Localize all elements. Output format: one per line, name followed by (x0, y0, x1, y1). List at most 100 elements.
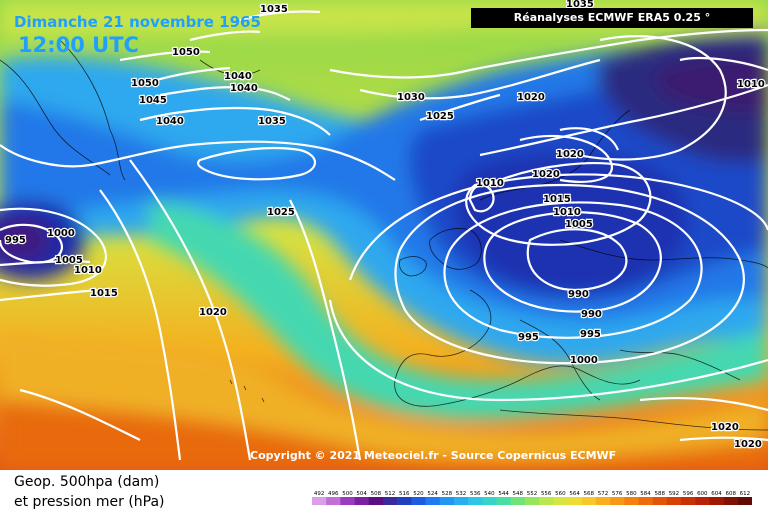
scale-tick-label: 608 (725, 491, 736, 497)
scale-swatch (397, 497, 412, 505)
pressure-label: 1040 (156, 116, 184, 127)
pressure-label: 1010 (737, 79, 765, 90)
pressure-label: 995 (518, 332, 539, 343)
pressure-label: 1010 (74, 265, 102, 276)
scale-tick-label: 504 (356, 491, 367, 497)
pressure-label: 1040 (230, 83, 258, 94)
legend-title-line1: Geop. 500hpa (dam) (14, 474, 160, 490)
scale-swatch (468, 497, 483, 505)
scale-tick-label: 500 (342, 491, 353, 497)
pressure-label: 1020 (517, 92, 545, 103)
scale-swatch (510, 497, 526, 505)
pressure-label: 1020 (556, 149, 584, 160)
scale-swatch (723, 497, 739, 505)
scale-tick-label: 584 (640, 491, 651, 497)
scale-swatch (312, 497, 327, 505)
scale-tick-label: 572 (598, 491, 609, 497)
scale-swatch (624, 497, 639, 505)
scale-swatch (425, 497, 441, 505)
scale-swatch (595, 497, 611, 505)
scale-tick-label: 528 (442, 491, 453, 497)
scale-tick-label: 512 (385, 491, 396, 497)
pressure-label: 1040 (224, 71, 252, 82)
pressure-label: 1020 (734, 439, 762, 450)
scale-tick-label: 564 (569, 491, 580, 497)
scale-swatch (567, 497, 582, 505)
scale-swatch (354, 497, 370, 505)
scale-tick-label: 560 (555, 491, 566, 497)
scale-swatch (666, 497, 682, 505)
scale-swatch (610, 497, 625, 505)
scale-swatch (539, 497, 554, 505)
scale-swatch (368, 497, 384, 505)
scale-tick-label: 516 (399, 491, 410, 497)
pressure-label: 1005 (55, 255, 83, 266)
scale-tick-label: 520 (413, 491, 424, 497)
scale-tick-label: 600 (697, 491, 708, 497)
pressure-label: 1025 (267, 207, 295, 218)
scale-swatch (439, 497, 455, 505)
pressure-label: 1020 (711, 422, 739, 433)
scale-tick-label: 536 (470, 491, 481, 497)
scale-swatch (482, 497, 497, 505)
scale-swatch (524, 497, 540, 505)
scale-tick-label: 568 (584, 491, 595, 497)
pressure-label: 1020 (199, 307, 227, 318)
scale-swatch (496, 497, 512, 505)
scale-swatch (737, 497, 752, 505)
scale-tick-label: 508 (371, 491, 382, 497)
pressure-label: 1015 (90, 288, 118, 299)
scale-tick-label: 592 (669, 491, 680, 497)
scale-swatch (553, 497, 568, 505)
pressure-label: 1050 (172, 47, 200, 58)
pressure-label: 990 (568, 289, 589, 300)
date-label: Dimanche 21 novembre 1965 (14, 13, 261, 31)
scale-swatch (695, 497, 710, 505)
scale-tick-label: 596 (683, 491, 694, 497)
pressure-label: 1045 (139, 95, 167, 106)
source-badge: Réanalyses ECMWF ERA5 0.25 ° (471, 8, 753, 28)
copyright-text: Copyright © 2021 Meteociel.fr - Source C… (250, 449, 617, 462)
scale-swatch (709, 497, 724, 505)
scale-tick-label: 588 (654, 491, 665, 497)
scale-tick-label: 540 (484, 491, 495, 497)
scale-tick-label: 556 (541, 491, 552, 497)
pressure-label: 990 (581, 309, 602, 320)
scale-tick-label: 548 (513, 491, 524, 497)
color-scale: 492 496 500 504 508 512 516 520 524 528 532 536 540 5… (312, 491, 752, 505)
scale-swatch (340, 497, 355, 505)
isobars (0, 10, 768, 461)
scale-tick-label: 532 (456, 491, 467, 497)
weather-map: 1035 1035 1050 1050 1045 1040 1040 1040 … (0, 0, 768, 470)
scale-tick-label: 612 (740, 491, 751, 497)
pressure-label: 1025 (426, 111, 454, 122)
scale-swatch (681, 497, 696, 505)
scale-swatch (326, 497, 341, 505)
scale-swatch (581, 497, 597, 505)
scale-swatch (652, 497, 668, 505)
pressure-label: 995 (5, 235, 26, 246)
scale-swatch (638, 497, 653, 505)
pressure-label: 1010 (476, 178, 504, 189)
pressure-labels: 1035 1035 1050 1050 1045 1040 1040 1040 … (4, 0, 766, 451)
scale-tick-label: 576 (612, 491, 623, 497)
legend-title-line2: et pression mer (hPa) (14, 494, 165, 510)
scale-swatch (382, 497, 398, 505)
pressure-label: 1035 (258, 116, 286, 127)
scale-tick-label: 492 (314, 491, 325, 497)
pressure-label: 995 (580, 329, 601, 340)
legend-title: Geop. 500hpa (dam) et pression mer (hPa) (14, 472, 165, 512)
scale-tick-label: 544 (498, 491, 509, 497)
scale-swatch (411, 497, 426, 505)
pressure-label: 1050 (131, 78, 159, 89)
scale-tick-label: 524 (427, 491, 438, 497)
pressure-label: 1015 (543, 194, 571, 205)
pressure-label: 1010 (553, 207, 581, 218)
scale-swatch (453, 497, 469, 505)
pressure-label: 1000 (47, 228, 75, 239)
scale-tick-label: 604 (711, 491, 722, 497)
pressure-label: 1020 (532, 169, 560, 180)
pressure-label: 1030 (397, 92, 425, 103)
scale-tick-label: 496 (328, 491, 339, 497)
time-label: 12:00 UTC (18, 33, 139, 57)
